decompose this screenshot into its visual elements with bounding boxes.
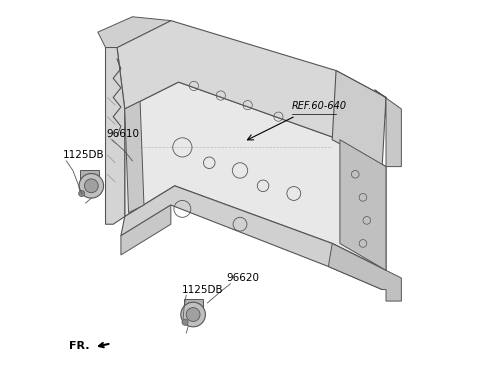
Circle shape <box>186 308 200 322</box>
Polygon shape <box>121 186 386 289</box>
Polygon shape <box>183 299 203 309</box>
Circle shape <box>182 319 188 325</box>
Text: REF.60-640: REF.60-640 <box>292 101 347 111</box>
Polygon shape <box>125 101 144 213</box>
Text: 96610: 96610 <box>107 128 140 139</box>
Polygon shape <box>80 170 99 184</box>
Circle shape <box>79 173 104 198</box>
Polygon shape <box>340 140 386 271</box>
Polygon shape <box>121 205 171 255</box>
Polygon shape <box>328 243 401 301</box>
Polygon shape <box>117 21 386 140</box>
Circle shape <box>84 179 98 193</box>
Circle shape <box>181 302 205 327</box>
Polygon shape <box>106 48 125 224</box>
Text: 1125DB: 1125DB <box>181 284 223 295</box>
Polygon shape <box>374 90 401 167</box>
Text: 96620: 96620 <box>227 273 260 283</box>
Text: FR.: FR. <box>69 341 90 351</box>
Polygon shape <box>332 70 386 167</box>
Text: 1125DB: 1125DB <box>62 150 104 160</box>
Polygon shape <box>125 82 386 271</box>
Polygon shape <box>98 17 171 48</box>
Circle shape <box>79 190 85 197</box>
